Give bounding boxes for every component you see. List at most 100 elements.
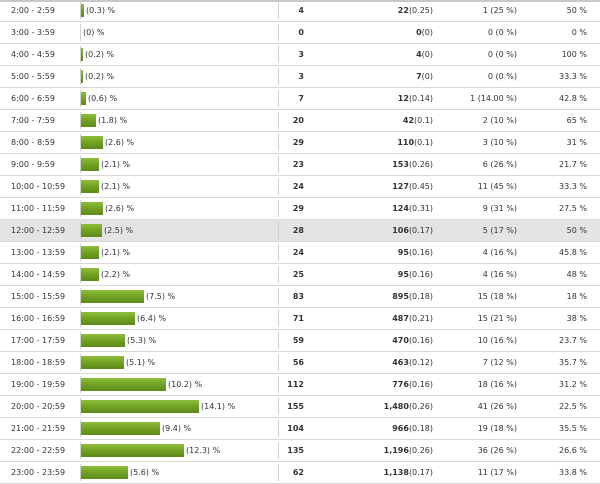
pageviews-ratio: (0.25) bbox=[408, 6, 433, 15]
column-divider bbox=[278, 288, 279, 305]
table-row[interactable]: 3:00 - 3:59 (0) % 0 0(0) 0 (0 %) 0 % bbox=[0, 22, 600, 44]
column-divider bbox=[80, 376, 81, 393]
visits-value: 20 bbox=[292, 116, 304, 125]
table-row[interactable]: 14:00 - 14:59 (2.2) % 25 95(0.16) 4 (16 %) 48… bbox=[0, 264, 600, 286]
share-cell: (12.3) % bbox=[81, 440, 220, 461]
pageviews-value: 106 bbox=[392, 226, 409, 235]
hour-range: 2:00 - 2:59 bbox=[11, 6, 55, 15]
share-percent: (0.3) % bbox=[86, 6, 116, 15]
share-percent: (0.2) % bbox=[85, 72, 115, 81]
table-row[interactable]: 5:00 - 5:59 (0.2) % 3 7(0) 0 (0 %) 33.3 % bbox=[0, 66, 600, 88]
share-percent: (0) % bbox=[83, 28, 105, 37]
share-percent: (7.5) % bbox=[146, 292, 176, 301]
share-cell: (2.6) % bbox=[81, 132, 134, 153]
table-row[interactable]: 15:00 - 15:59 (7.5) % 83 895(0.18) 15 (18 %)… bbox=[0, 286, 600, 308]
share-percent: (5.6) % bbox=[130, 468, 160, 477]
visits-value: 24 bbox=[292, 182, 304, 191]
pageviews-cell: 127(0.45) bbox=[392, 176, 433, 197]
share-bar bbox=[81, 422, 160, 435]
bounces-value: 10 (16 %) bbox=[477, 336, 517, 345]
table-row[interactable]: 22:00 - 22:59 (12.3) % 135 1,196(0.26) 36 (2… bbox=[0, 440, 600, 462]
table-row[interactable]: 7:00 - 7:59 (1.8) % 20 42(0.1) 2 (10 %) 65 % bbox=[0, 110, 600, 132]
column-divider bbox=[80, 90, 81, 107]
hour-range: 23:00 - 23:59 bbox=[11, 468, 66, 477]
visits-value: 7 bbox=[298, 94, 304, 103]
table-row[interactable]: 8:00 - 8:59 (2.6) % 29 110(0.1) 3 (10 %) 31 % bbox=[0, 132, 600, 154]
share-cell: (14.1) % bbox=[81, 396, 235, 417]
pageviews-ratio: (0.17) bbox=[408, 226, 433, 235]
hour-range: 20:00 - 20:59 bbox=[11, 402, 66, 411]
share-bar bbox=[81, 202, 103, 215]
share-percent: (2.5) % bbox=[104, 226, 134, 235]
pageviews-ratio: (0) bbox=[421, 28, 433, 37]
column-divider bbox=[80, 112, 81, 129]
pageviews-value: 124 bbox=[392, 204, 409, 213]
table-row[interactable]: 20:00 - 20:59 (14.1) % 155 1,480(0.26) 41 (2… bbox=[0, 396, 600, 418]
table-row[interactable]: 16:00 - 16:59 (6.4) % 71 487(0.21) 15 (21 %)… bbox=[0, 308, 600, 330]
pageviews-cell: 1,480(0.26) bbox=[384, 396, 433, 417]
share-bar bbox=[81, 466, 128, 479]
rate-value: 35.5 % bbox=[559, 424, 587, 433]
share-bar bbox=[81, 4, 84, 17]
pageviews-ratio: (0) bbox=[421, 72, 433, 81]
table-row[interactable]: 9:00 - 9:59 (2.1) % 23 153(0.26) 6 (26 %) 21.… bbox=[0, 154, 600, 176]
visits-value: 62 bbox=[292, 468, 304, 477]
column-divider bbox=[80, 266, 81, 283]
pageviews-ratio: (0.21) bbox=[408, 314, 433, 323]
pageviews-cell: 106(0.17) bbox=[392, 220, 433, 241]
visits-value: 71 bbox=[292, 314, 304, 323]
column-divider bbox=[80, 332, 81, 349]
rate-value: 38 % bbox=[566, 314, 587, 323]
bounces-value: 15 (21 %) bbox=[477, 314, 517, 323]
pageviews-value: 127 bbox=[392, 182, 409, 191]
table-row[interactable]: 12:00 - 12:59 (2.5) % 28 106(0.17) 5 (17 %) 5… bbox=[0, 220, 600, 242]
hour-range: 16:00 - 16:59 bbox=[11, 314, 66, 323]
table-row[interactable]: 23:00 - 23:59 (5.6) % 62 1,138(0.17) 11 (17 … bbox=[0, 462, 600, 484]
visits-value: 83 bbox=[292, 292, 304, 301]
hour-range: 22:00 - 22:59 bbox=[11, 446, 66, 455]
column-divider bbox=[278, 222, 279, 239]
share-cell: (7.5) % bbox=[81, 286, 175, 307]
share-percent: (14.1) % bbox=[201, 402, 236, 411]
pageviews-cell: 776(0.16) bbox=[392, 374, 433, 395]
column-divider bbox=[80, 464, 81, 481]
table-row[interactable]: 21:00 - 21:59 (9.4) % 104 966(0.18) 19 (18 %… bbox=[0, 418, 600, 440]
hour-range: 17:00 - 17:59 bbox=[11, 336, 66, 345]
column-divider bbox=[80, 134, 81, 151]
pageviews-cell: 95(0.16) bbox=[398, 242, 433, 263]
table-row[interactable]: 2:00 - 2:59 (0.3) % 4 22(0.25) 1 (25 %) 50 % bbox=[0, 0, 600, 22]
column-divider bbox=[80, 354, 81, 371]
share-cell: (2.1) % bbox=[81, 176, 130, 197]
table-row[interactable]: 6:00 - 6:59 (0.6) % 7 12(0.14) 1 (14.00 %) 42… bbox=[0, 88, 600, 110]
table-row[interactable]: 13:00 - 13:59 (2.1) % 24 95(0.16) 4 (16 %) 45… bbox=[0, 242, 600, 264]
column-divider bbox=[278, 464, 279, 481]
pageviews-cell: 0(0) bbox=[416, 22, 433, 43]
share-cell: (10.2) % bbox=[81, 374, 202, 395]
rate-value: 50 % bbox=[566, 226, 587, 235]
bounces-value: 0 (0 %) bbox=[487, 28, 517, 37]
pageviews-ratio: (0.26) bbox=[408, 160, 433, 169]
hour-range: 18:00 - 18:59 bbox=[11, 358, 66, 367]
pageviews-ratio: (0.16) bbox=[408, 270, 433, 279]
share-cell: (2.1) % bbox=[81, 154, 130, 175]
pageviews-ratio: (0) bbox=[421, 50, 433, 59]
table-row[interactable]: 4:00 - 4:59 (0.2) % 3 4(0) 0 (0 %) 100 % bbox=[0, 44, 600, 66]
table-row[interactable]: 10:00 - 10:59 (2.1) % 24 127(0.45) 11 (45 %)… bbox=[0, 176, 600, 198]
bounces-value: 3 (10 %) bbox=[482, 138, 517, 147]
share-bar bbox=[81, 378, 166, 391]
table-row[interactable]: 19:00 - 19:59 (10.2) % 112 776(0.16) 18 (16 … bbox=[0, 374, 600, 396]
column-divider bbox=[80, 244, 81, 261]
column-divider bbox=[278, 156, 279, 173]
visits-value: 29 bbox=[292, 204, 304, 213]
visits-value: 104 bbox=[287, 424, 304, 433]
pageviews-value: 470 bbox=[392, 336, 409, 345]
pageviews-ratio: (0.31) bbox=[408, 204, 433, 213]
column-divider bbox=[278, 46, 279, 63]
share-cell: (6.4) % bbox=[81, 308, 166, 329]
table-row[interactable]: 11:00 - 11:59 (2.6) % 29 124(0.31) 9 (31 %) 2… bbox=[0, 198, 600, 220]
share-bar bbox=[81, 70, 83, 83]
pageviews-cell: 42(0.1) bbox=[403, 110, 433, 131]
table-row[interactable]: 17:00 - 17:59 (5.3) % 59 470(0.16) 10 (16 %)… bbox=[0, 330, 600, 352]
pageviews-ratio: (0.16) bbox=[408, 248, 433, 257]
table-row[interactable]: 18:00 - 18:59 (5.1) % 56 463(0.12) 7 (12 %) 3… bbox=[0, 352, 600, 374]
